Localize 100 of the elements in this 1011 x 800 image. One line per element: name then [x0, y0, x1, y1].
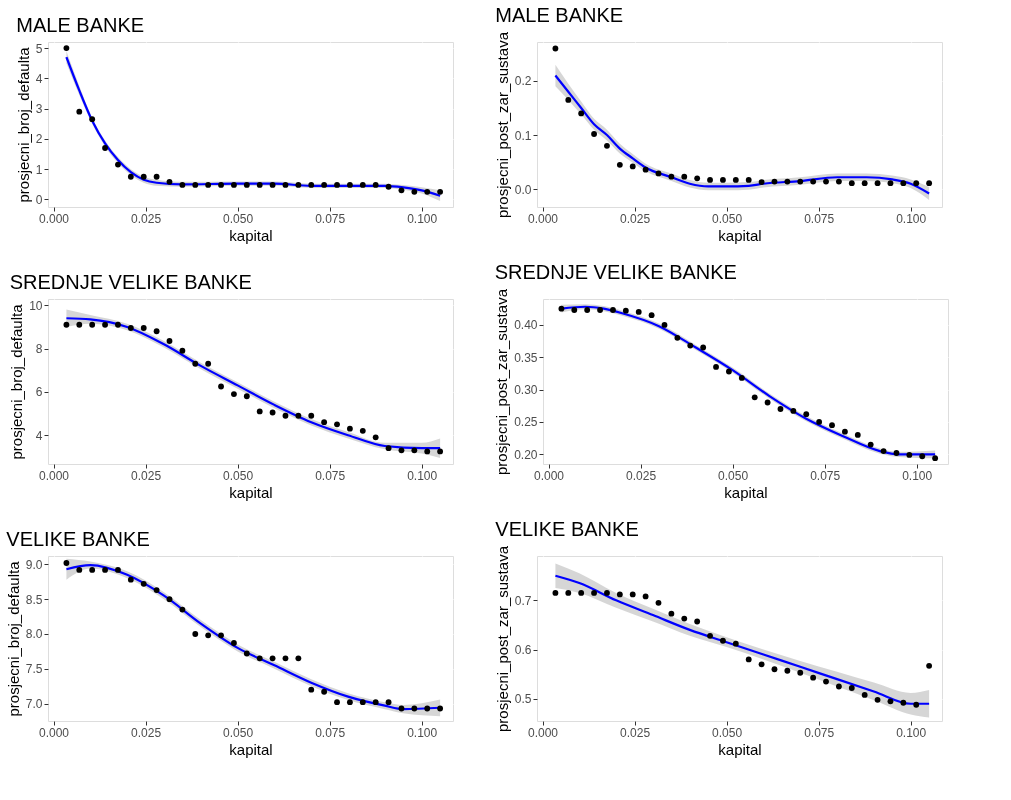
y-tick-label: 7.5 — [25, 662, 43, 677]
point — [874, 696, 881, 703]
y-tick-label: 0.5 — [514, 692, 532, 707]
point — [63, 560, 70, 566]
point — [887, 180, 894, 187]
point — [616, 591, 623, 598]
x-tick-label: 0.025 — [620, 725, 651, 740]
point — [622, 307, 629, 314]
point — [829, 422, 835, 429]
point — [893, 450, 900, 456]
point — [115, 321, 121, 328]
point — [308, 412, 315, 419]
point — [764, 399, 771, 406]
x-tick-label: 0.100 — [902, 468, 933, 483]
point — [745, 177, 752, 183]
x-tick-label: 0.050 — [223, 211, 254, 226]
point — [635, 309, 642, 315]
x-axis-title: kapital — [229, 226, 273, 244]
x-tick-label: 0.075 — [804, 211, 835, 226]
y-tick-label: 0.35 — [514, 350, 538, 365]
x-tick-label: 0.100 — [407, 468, 438, 483]
x-tick-label: 0.000 — [39, 468, 70, 483]
point — [841, 428, 848, 435]
point — [616, 161, 623, 168]
x-tick-label: 0.075 — [315, 468, 346, 483]
point — [661, 321, 668, 328]
x-axis-title: kapital — [229, 740, 273, 758]
point — [919, 453, 926, 460]
chart-title: MALE BANKE — [495, 3, 624, 26]
point — [906, 452, 913, 458]
point — [372, 181, 379, 188]
point — [604, 142, 610, 149]
x-tick-label: 0.000 — [39, 725, 70, 740]
point — [411, 705, 418, 712]
point — [153, 587, 160, 594]
point — [385, 183, 392, 190]
point — [668, 173, 675, 180]
point — [642, 593, 649, 600]
y-tick-label: 1 — [35, 162, 43, 177]
y-axis-title: prosjecni_post_zar_sustava — [493, 288, 511, 475]
point — [751, 394, 758, 401]
x-tick-label: 0.075 — [315, 211, 346, 226]
point — [321, 688, 328, 695]
point — [102, 145, 108, 151]
point — [205, 181, 212, 188]
point — [424, 705, 431, 712]
point — [76, 321, 83, 328]
point — [205, 632, 212, 639]
y-tick-label: 8 — [35, 342, 43, 357]
point — [153, 173, 160, 180]
point — [848, 180, 855, 187]
x-tick-label: 0.025 — [131, 725, 162, 740]
point — [900, 699, 907, 706]
y-tick-label: 0 — [35, 192, 43, 207]
y-axis-title: prosjecni_broj_defaulta — [4, 560, 22, 717]
point — [932, 455, 939, 462]
point — [385, 445, 392, 452]
point — [231, 181, 237, 188]
y-tick-label: 0.6 — [514, 643, 532, 658]
point — [115, 567, 121, 573]
point — [861, 691, 868, 698]
point — [205, 360, 212, 367]
point — [256, 181, 263, 188]
point — [835, 683, 842, 690]
point — [295, 181, 302, 188]
x-axis-title: kapital — [229, 483, 273, 501]
point — [874, 180, 881, 187]
point — [584, 307, 591, 313]
point — [816, 419, 823, 425]
point — [256, 408, 263, 415]
point — [140, 325, 147, 331]
chart-title: VELIKE BANKE — [495, 517, 639, 540]
point — [642, 166, 649, 173]
y-axis-title: prosjecni_broj_defaulta — [8, 303, 26, 460]
x-tick-label: 0.100 — [896, 725, 927, 740]
point — [243, 393, 250, 400]
point — [89, 116, 96, 123]
point — [738, 375, 745, 381]
point — [771, 178, 778, 185]
point — [346, 699, 353, 706]
point — [810, 674, 817, 681]
point — [655, 599, 662, 606]
x-tick-label: 0.100 — [407, 211, 438, 226]
point — [89, 321, 96, 328]
point — [578, 590, 585, 596]
point — [334, 699, 340, 706]
x-tick-label: 0.050 — [223, 725, 254, 740]
x-tick-label: 0.025 — [620, 211, 651, 226]
point — [76, 108, 83, 115]
point — [604, 590, 610, 596]
point — [437, 705, 444, 712]
point — [700, 344, 707, 351]
point — [803, 411, 810, 418]
point — [256, 655, 263, 662]
point — [629, 163, 636, 170]
point — [372, 434, 379, 441]
point — [732, 640, 739, 647]
point — [63, 321, 70, 328]
point — [913, 701, 920, 708]
point — [179, 606, 186, 613]
